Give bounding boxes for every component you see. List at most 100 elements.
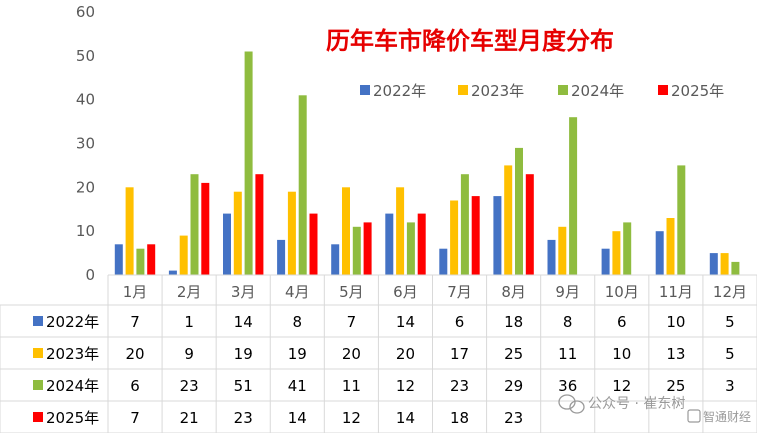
table-cell: 11: [558, 345, 577, 363]
table-legend-key: [33, 316, 43, 326]
watermark-text: 公众号 · 崔东树: [588, 396, 685, 412]
bar: [125, 187, 134, 275]
bar: [601, 248, 610, 275]
bar: [190, 174, 199, 275]
table-cell: 23: [450, 377, 469, 395]
table-cell: 51: [234, 377, 253, 395]
bar: [525, 174, 534, 275]
table-cell: 20: [342, 345, 361, 363]
bar: [417, 213, 426, 275]
table-cell: 8: [293, 313, 303, 331]
x-tick-label: 4月: [285, 283, 310, 301]
bar: [287, 191, 296, 275]
table-cell: 5: [725, 313, 735, 331]
bar: [504, 165, 513, 275]
bar: [406, 222, 415, 275]
bar: [709, 253, 718, 275]
table-cell: 25: [666, 377, 685, 395]
bar: [331, 244, 340, 275]
bar: [277, 239, 286, 275]
bar: [179, 235, 188, 275]
table-cell: 36: [558, 377, 577, 395]
bar: [569, 117, 578, 275]
table-cell: 23: [504, 409, 523, 427]
table-cell: 21: [180, 409, 199, 427]
table-cell: 14: [396, 313, 415, 331]
table-legend-key: [33, 412, 43, 422]
table-series-label: 2023年: [46, 345, 99, 363]
table-cell: 7: [130, 409, 140, 427]
bar: [493, 196, 502, 275]
table-series-label: 2024年: [46, 377, 99, 395]
table-cell: 5: [725, 345, 735, 363]
x-tick-label: 5月: [339, 283, 364, 301]
table-cell: 18: [450, 409, 469, 427]
data-table: 1月 2月 3月 4月 5月 6月 7月 8月 9月 10月 11月 12月 2022年 7 1 14 8 7 14…: [0, 274, 757, 433]
table-cell: 12: [342, 409, 361, 427]
bar: [612, 231, 621, 275]
bar: [233, 191, 242, 275]
x-tick-label: 1月: [123, 283, 148, 301]
table-cell: 29: [504, 377, 523, 395]
legend-swatch: [558, 85, 568, 95]
table-legend-key: [33, 348, 43, 358]
table-cell: 3: [725, 377, 735, 395]
bar: [515, 147, 523, 275]
table-cell: 14: [234, 313, 253, 331]
table-cell: 9: [184, 345, 194, 363]
bar: [147, 244, 156, 275]
bar: [731, 261, 740, 275]
x-tick-label: 10月: [605, 283, 639, 301]
bar: [439, 248, 448, 275]
legend-label: 2022年: [373, 82, 426, 100]
legend-swatch: [458, 85, 468, 95]
table-cell: 23: [180, 377, 199, 395]
bar: [298, 95, 307, 275]
bar: [471, 196, 480, 275]
bar: [223, 213, 231, 275]
bar: [460, 174, 469, 275]
bar-area: [114, 51, 740, 275]
table-cell: 19: [234, 345, 253, 363]
bar: [255, 174, 264, 275]
bar: [720, 253, 729, 275]
legend-label: 2025年: [671, 82, 724, 100]
x-tick-label: 6月: [393, 283, 418, 301]
table-series-label: 2022年: [46, 313, 99, 331]
x-tick-label: 2月: [177, 283, 202, 301]
x-tick-label: 3月: [231, 283, 256, 301]
bar: [385, 213, 394, 275]
bar: [309, 213, 318, 275]
y-tick-label: 20: [76, 178, 95, 196]
table-cell: 17: [450, 345, 469, 363]
bar: [244, 51, 253, 275]
legend-label: 2023年: [471, 82, 524, 100]
table-cell: 8: [563, 313, 573, 331]
bar: [136, 248, 145, 275]
table-cell: 6: [130, 377, 140, 395]
watermark: 公众号 · 崔东树 智通财经: [558, 394, 751, 424]
bar: [666, 218, 675, 275]
table-cell: 1: [184, 313, 194, 331]
table-cell: 14: [288, 409, 307, 427]
bar: [396, 187, 405, 275]
y-tick-label: 30: [76, 135, 95, 153]
legend-swatch: [360, 85, 370, 95]
y-axis: 0 10 20 30 40 50 60: [76, 3, 95, 284]
table-cell: 14: [396, 409, 415, 427]
table-cell: 20: [125, 345, 144, 363]
table-cell: 6: [455, 313, 465, 331]
bar: [655, 231, 664, 275]
y-tick-label: 40: [76, 91, 95, 109]
table-cell: 23: [234, 409, 253, 427]
table-cell: 41: [288, 377, 307, 395]
legend: 2022年 2023年 2024年 2025年: [360, 82, 724, 100]
table-cell: 25: [504, 345, 523, 363]
table-cell: 12: [612, 377, 631, 395]
bar: [558, 226, 567, 275]
bar: [677, 165, 686, 275]
bar: [547, 239, 556, 275]
x-tick-label: 7月: [447, 283, 472, 301]
table-cell: 6: [617, 313, 627, 331]
table-legend-key: [33, 380, 43, 390]
